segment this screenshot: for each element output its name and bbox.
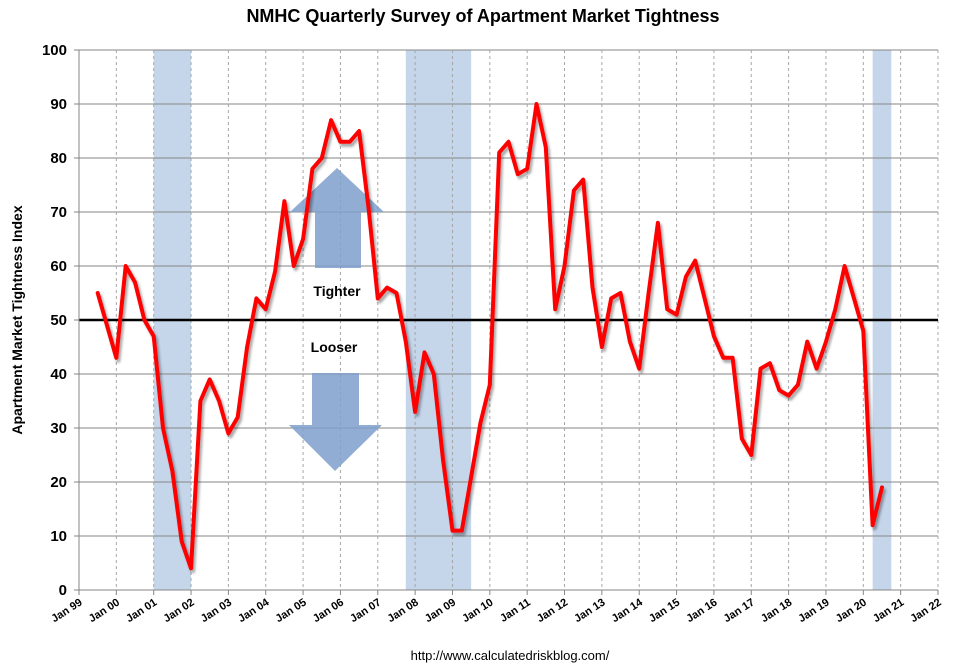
looser-arrow-icon [289, 373, 382, 471]
x-tick-label: Jan 14 [610, 596, 646, 625]
x-tick-label: Jan 20 [834, 596, 869, 625]
y-tick-label: 60 [50, 258, 67, 275]
tighter-annotation: Tighter [313, 283, 361, 299]
x-tick-label: Jan 00 [87, 596, 122, 625]
source-url: http://www.calculatedriskblog.com/ [411, 648, 610, 663]
y-tick-label: 50 [50, 312, 67, 329]
x-tick-label: Jan 17 [722, 596, 757, 625]
x-tick-label: Jan 11 [498, 596, 533, 624]
y-tick-label: 100 [42, 42, 67, 59]
y-tick-label: 40 [50, 366, 67, 383]
y-tick-label: 0 [59, 582, 67, 599]
x-tick-label: Jan 13 [572, 596, 607, 625]
x-tick-label: Jan 04 [236, 596, 272, 625]
x-tick-label: Jan 10 [460, 596, 495, 625]
y-tick-label: 20 [50, 474, 67, 491]
y-tick-label: 30 [50, 420, 67, 437]
series-line-0 [95, 102, 884, 571]
y-tick-label: 10 [50, 528, 67, 545]
x-tick-label: Jan 03 [199, 596, 234, 625]
looser-annotation: Looser [311, 339, 358, 355]
x-tick-label: Jan 12 [535, 596, 570, 625]
y-tick-label: 80 [50, 150, 67, 167]
x-tick-label: Jan 21 [871, 596, 906, 625]
x-tick-label: Jan 22 [908, 596, 943, 625]
y-tick-label: 70 [50, 204, 67, 221]
x-tick-label: Jan 09 [423, 596, 458, 625]
x-tick-label: Jan 19 [796, 596, 831, 625]
x-tick-label: Jan 05 [273, 596, 308, 625]
x-tick-label: Jan 16 [684, 596, 719, 625]
x-tick-label: Jan 08 [386, 596, 421, 625]
x-tick-label: Jan 02 [161, 596, 196, 625]
chart-title: NMHC Quarterly Survey of Apartment Marke… [246, 6, 719, 26]
y-tick-label: 90 [50, 96, 67, 113]
tighter-arrow-icon [290, 168, 384, 268]
x-tick-label: Jan 06 [311, 596, 346, 625]
x-tick-label: Jan 07 [348, 596, 383, 625]
x-tick-label: Jan 18 [759, 596, 794, 625]
x-tick-label: Jan 99 [49, 596, 84, 625]
x-tick-label: Jan 01 [124, 596, 159, 625]
x-tick-label: Jan 15 [647, 596, 682, 625]
y-axis-label: Apartment Market Tightness Index [9, 205, 25, 434]
